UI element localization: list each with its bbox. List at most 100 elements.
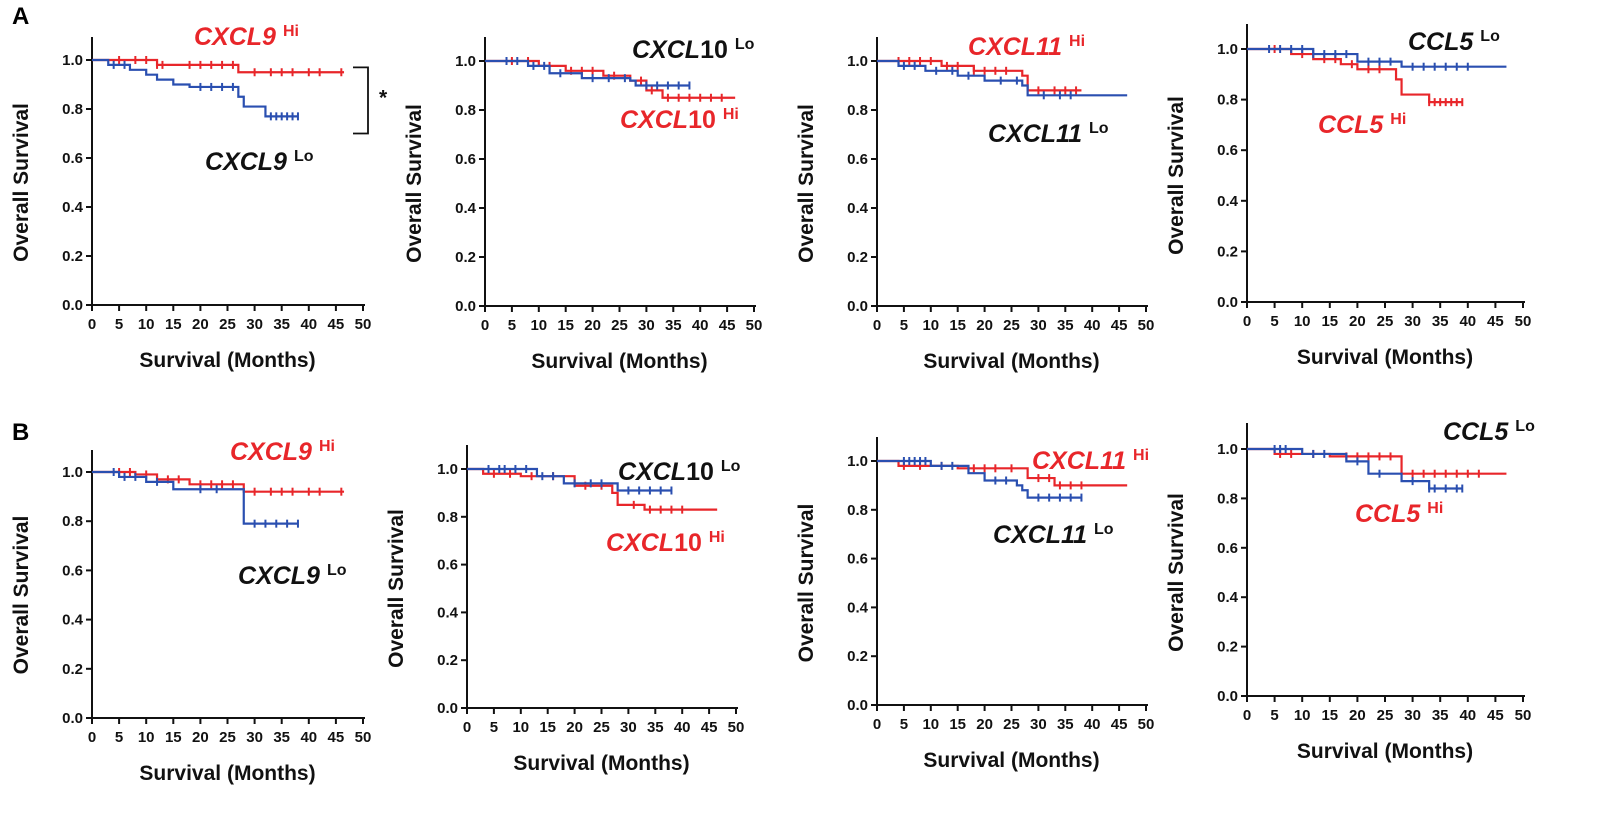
gene-label-hi: CXCL9 Hi bbox=[230, 438, 335, 466]
y-tick-label: 0.6 bbox=[455, 151, 476, 168]
x-tick-label: 40 bbox=[1084, 716, 1101, 733]
x-axis-title: Survival (Months) bbox=[1297, 740, 1473, 763]
significance-marker: * bbox=[379, 86, 388, 109]
x-tick-label: 10 bbox=[1294, 313, 1311, 330]
chart-a2: 0.0 0.2 0.4 0.6 0.8 1.0 0 5 10 15 20 25 30 35 40 45 50 Su… bbox=[403, 36, 762, 373]
x-tick-label: 5 bbox=[508, 317, 516, 334]
series-lo-line bbox=[877, 459, 1082, 499]
y-tick-label: 0.8 bbox=[62, 513, 83, 530]
series-lo-line bbox=[1247, 447, 1463, 490]
gene-label-hi: CXCL10 Hi bbox=[606, 529, 725, 557]
x-tick-label: 30 bbox=[1404, 313, 1421, 330]
y-tick-label: 0.2 bbox=[62, 248, 83, 265]
y-tick-label: 0.4 bbox=[847, 200, 869, 217]
x-axis-title: Survival (Months) bbox=[513, 752, 689, 775]
y-tick-label: 0.0 bbox=[847, 697, 868, 714]
x-tick-label: 50 bbox=[355, 316, 372, 333]
y-tick-label: 0.0 bbox=[437, 700, 458, 717]
x-axis-title: Survival (Months) bbox=[923, 749, 1099, 772]
y-tick-label: 0.2 bbox=[1217, 243, 1238, 260]
gene-label-lo: CCL5 Lo bbox=[1443, 418, 1535, 446]
x-tick-label: 20 bbox=[976, 317, 993, 334]
x-tick-label: 5 bbox=[900, 716, 908, 733]
x-tick-label: 25 bbox=[219, 729, 236, 746]
x-tick-label: 15 bbox=[949, 317, 966, 334]
y-tick-label: 0.0 bbox=[1217, 294, 1238, 311]
x-tick-label: 30 bbox=[1404, 707, 1421, 724]
x-tick-label: 20 bbox=[584, 317, 601, 334]
y-tick-label: 1.0 bbox=[62, 464, 83, 481]
gene-label-hi: CCL5 Hi bbox=[1355, 500, 1443, 528]
y-axis-title: Overall Survival bbox=[795, 504, 818, 663]
x-tick-label: 0 bbox=[88, 729, 96, 746]
series-hi-line bbox=[467, 467, 718, 511]
y-axis-title: Overall Survival bbox=[10, 516, 33, 675]
x-tick-label: 40 bbox=[692, 317, 709, 334]
chart-b2: 0.0 0.2 0.4 0.6 0.8 1.0 0 5 10 15 20 25 30 35 40 45 50 Su… bbox=[385, 445, 744, 775]
y-tick-label: 0.4 bbox=[437, 604, 459, 621]
x-tick-label: 10 bbox=[530, 317, 547, 334]
x-axis-title: Survival (Months) bbox=[139, 762, 315, 785]
series-lo-line bbox=[92, 470, 298, 525]
x-tick-label: 45 bbox=[1487, 313, 1504, 330]
gene-label-hi: CXCL11 Hi bbox=[1032, 447, 1149, 475]
chart-b4: 0.0 0.2 0.4 0.6 0.8 1.0 0 5 10 15 20 25 30 35 40 45 50 Su… bbox=[1165, 418, 1535, 763]
x-tick-label: 50 bbox=[1515, 707, 1532, 724]
y-tick-label: 0.6 bbox=[847, 151, 868, 168]
panel-label-a: A bbox=[12, 3, 29, 30]
y-tick-label: 1.0 bbox=[847, 453, 868, 470]
y-axis-title: Overall Survival bbox=[10, 103, 33, 262]
x-axis-title: Survival (Months) bbox=[923, 350, 1099, 373]
x-tick-label: 40 bbox=[674, 719, 691, 736]
y-tick-label: 0.6 bbox=[62, 150, 83, 167]
x-tick-label: 0 bbox=[873, 716, 881, 733]
x-tick-label: 35 bbox=[665, 317, 682, 334]
series-hi-line bbox=[1247, 47, 1463, 104]
gene-label-hi: CXCL9 Hi bbox=[194, 23, 299, 51]
x-tick-label: 50 bbox=[746, 317, 763, 334]
x-tick-label: 20 bbox=[192, 729, 209, 746]
x-tick-label: 0 bbox=[1243, 707, 1251, 724]
y-axis-title: Overall Survival bbox=[1165, 96, 1188, 255]
x-tick-label: 25 bbox=[219, 316, 236, 333]
x-tick-label: 15 bbox=[1321, 707, 1338, 724]
x-tick-label: 10 bbox=[922, 317, 939, 334]
x-tick-label: 20 bbox=[1349, 707, 1366, 724]
x-tick-label: 35 bbox=[647, 719, 664, 736]
gene-label-lo: CXCL10 Lo bbox=[632, 36, 755, 64]
y-tick-label: 1.0 bbox=[1217, 41, 1238, 58]
x-tick-label: 30 bbox=[1030, 716, 1047, 733]
x-tick-label: 35 bbox=[273, 729, 290, 746]
x-tick-label: 10 bbox=[1294, 707, 1311, 724]
y-tick-label: 0.2 bbox=[437, 652, 458, 669]
y-tick-label: 0.6 bbox=[847, 551, 868, 568]
x-tick-label: 40 bbox=[300, 316, 317, 333]
y-tick-label: 0.6 bbox=[1217, 540, 1238, 557]
gene-label-hi: CXCL10 Hi bbox=[620, 106, 739, 134]
x-tick-label: 50 bbox=[1515, 313, 1532, 330]
x-tick-label: 10 bbox=[512, 719, 529, 736]
y-tick-label: 1.0 bbox=[62, 52, 83, 69]
x-tick-label: 45 bbox=[328, 729, 345, 746]
series-lo-line bbox=[467, 467, 672, 492]
x-tick-label: 0 bbox=[88, 316, 96, 333]
x-axis-title: Survival (Months) bbox=[139, 349, 315, 372]
y-tick-label: 0.2 bbox=[847, 249, 868, 266]
x-tick-label: 35 bbox=[1057, 716, 1074, 733]
x-tick-label: 5 bbox=[115, 729, 123, 746]
x-tick-label: 25 bbox=[1003, 317, 1020, 334]
y-tick-label: 0.8 bbox=[1217, 92, 1238, 109]
x-tick-label: 50 bbox=[355, 729, 372, 746]
x-tick-label: 35 bbox=[1057, 317, 1074, 334]
x-tick-label: 20 bbox=[1349, 313, 1366, 330]
x-tick-label: 45 bbox=[1111, 317, 1128, 334]
series-hi-line bbox=[877, 459, 1128, 487]
y-tick-label: 0.8 bbox=[847, 102, 868, 119]
x-tick-label: 25 bbox=[1003, 716, 1020, 733]
x-tick-label: 5 bbox=[1270, 313, 1278, 330]
significance-bracket bbox=[353, 66, 369, 135]
x-tick-label: 30 bbox=[246, 316, 263, 333]
x-tick-label: 50 bbox=[728, 719, 745, 736]
x-tick-label: 5 bbox=[490, 719, 498, 736]
